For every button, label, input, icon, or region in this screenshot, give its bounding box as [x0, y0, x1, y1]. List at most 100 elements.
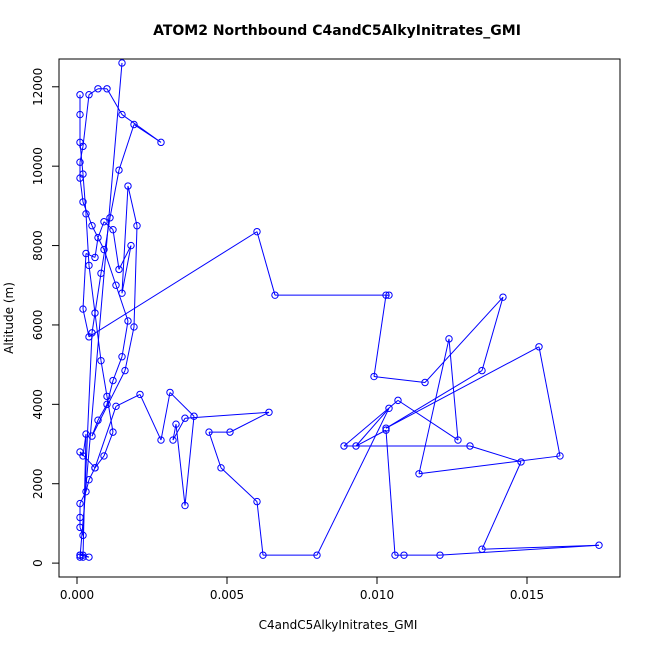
series-segment	[208, 431, 222, 469]
series-segment	[88, 88, 99, 96]
series-segment	[118, 245, 132, 270]
data-point	[382, 424, 390, 432]
chart-title: ATOM2 Northbound C4andC5AlkyInitrates_GM…	[153, 23, 521, 39]
data-point	[91, 309, 99, 317]
data-point	[136, 390, 144, 399]
data-point	[385, 291, 393, 299]
series-segment	[82, 308, 90, 337]
series-segment	[172, 424, 177, 441]
series-segment	[112, 356, 123, 381]
data-point	[181, 501, 189, 510]
y-tick-label: 2000	[31, 468, 45, 499]
y-tick-label: 10000	[31, 147, 45, 185]
data-point	[118, 289, 126, 297]
data-point	[76, 551, 84, 559]
data-point	[382, 426, 390, 434]
plot-frame	[58, 58, 621, 578]
data-point	[466, 442, 474, 450]
data-point	[82, 210, 90, 218]
series-segment	[316, 408, 390, 556]
data-point	[94, 85, 102, 93]
data-point	[172, 420, 180, 428]
data-point	[394, 396, 402, 405]
series-segment	[373, 295, 387, 377]
data-point	[76, 523, 84, 532]
series-segment	[121, 114, 162, 143]
series-segment	[115, 393, 141, 407]
data-point	[91, 464, 99, 472]
series-segment	[100, 360, 108, 397]
data-point	[226, 428, 234, 436]
series-segment	[91, 370, 126, 437]
data-point	[415, 470, 423, 478]
series-segment	[121, 245, 132, 294]
data-point	[478, 545, 486, 553]
data-point	[100, 245, 108, 254]
data-point	[94, 416, 102, 424]
data-point	[85, 553, 93, 561]
data-point	[313, 551, 321, 559]
data-point	[88, 222, 96, 230]
series-segment	[109, 170, 120, 218]
data-point	[385, 404, 393, 413]
series-segment	[385, 430, 396, 556]
series-segment	[88, 231, 258, 338]
series-segment	[115, 285, 129, 322]
series-segment	[79, 146, 84, 163]
data-point	[259, 551, 267, 559]
data-point	[79, 452, 87, 460]
data-point	[82, 249, 90, 258]
series-segment	[169, 392, 195, 417]
data-point	[517, 458, 525, 466]
series-segment	[133, 225, 138, 327]
series-segment	[94, 312, 102, 361]
data-point	[118, 59, 126, 67]
data-point	[76, 158, 84, 166]
data-point	[97, 269, 105, 278]
data-point	[352, 442, 360, 450]
data-point	[115, 166, 123, 174]
data-point	[217, 464, 225, 472]
data-point	[85, 333, 93, 341]
x-axis: 0.000 0.005 0.010 0.015	[60, 576, 544, 602]
data-point	[76, 91, 84, 99]
series-segment	[385, 346, 540, 429]
series-segment	[79, 527, 84, 536]
data-point	[97, 356, 105, 365]
series-segment	[121, 185, 129, 294]
data-point	[478, 366, 486, 375]
series-segment	[469, 445, 522, 463]
data-point	[382, 291, 390, 299]
series-segment	[106, 380, 114, 405]
data-point	[103, 85, 111, 93]
series-segment	[88, 467, 96, 480]
data-point	[595, 541, 603, 549]
series-segment	[385, 370, 483, 429]
data-point	[205, 428, 213, 436]
data-point	[130, 120, 138, 129]
data-point	[109, 428, 117, 436]
series-segment	[82, 201, 93, 226]
series-segment	[184, 416, 195, 506]
series-segment	[103, 431, 114, 457]
data-point	[253, 227, 261, 236]
data-point	[340, 442, 348, 450]
series-segment	[118, 124, 135, 171]
data-point	[109, 376, 117, 385]
data-point	[100, 452, 108, 460]
data-point	[556, 452, 564, 460]
data-point	[106, 214, 114, 222]
data-point	[169, 436, 177, 444]
series-segment	[343, 399, 399, 447]
y-axis-label: Altitude (m)	[2, 282, 16, 354]
x-tick-label: 0.015	[510, 588, 544, 602]
series-segment	[139, 394, 162, 441]
series-segment	[184, 411, 270, 419]
data-point	[121, 366, 129, 375]
data-point	[76, 110, 84, 119]
data-point	[445, 335, 453, 343]
data-point	[115, 265, 123, 274]
series-segment	[85, 213, 90, 266]
